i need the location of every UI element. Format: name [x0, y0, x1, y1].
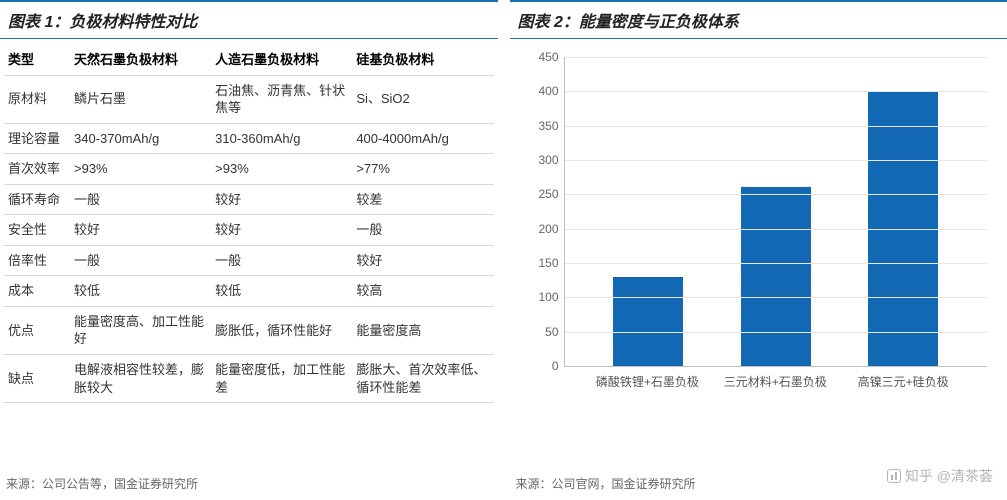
ytick-label: 0: [529, 359, 559, 373]
table-cell: 一般: [352, 215, 493, 246]
xtick-label: 高镍三元+硅负极: [839, 373, 967, 390]
row-label: 优点: [4, 306, 70, 354]
table-cell: 电解液相容性较差，膨胀较大: [70, 355, 211, 403]
row-label: 安全性: [4, 215, 70, 246]
table-cell: 能量密度高、加工性能好: [70, 306, 211, 354]
bar-slot: [585, 57, 713, 366]
row-label: 缺点: [4, 355, 70, 403]
gridline: [565, 91, 988, 92]
ytick-label: 200: [529, 222, 559, 236]
table-cell: 较低: [211, 276, 352, 307]
table-cell: 较好: [211, 184, 352, 215]
col-header-type: 类型: [4, 45, 70, 75]
col-header-artificial: 人造石墨负极材料: [211, 45, 352, 75]
table-cell: >93%: [70, 154, 211, 185]
chart-bars: [565, 57, 988, 366]
table-wrap: 类型 天然石墨负极材料 人造石墨负极材料 硅基负极材料 原材料鳞片石墨石油焦、沥…: [0, 39, 498, 471]
row-label: 原材料: [4, 75, 70, 123]
bar-slot: [712, 57, 840, 366]
table-cell: 石油焦、沥青焦、针状焦等: [211, 75, 352, 123]
table-title: 图表 1：负极材料特性对比: [0, 0, 498, 39]
anode-comparison-table: 类型 天然石墨负极材料 人造石墨负极材料 硅基负极材料 原材料鳞片石墨石油焦、沥…: [4, 45, 494, 403]
row-label: 循环寿命: [4, 184, 70, 215]
gridline: [565, 263, 988, 264]
row-label: 倍率性: [4, 245, 70, 276]
chart-xlabels: 磷酸铁锂+石墨负极三元材料+石墨负极高镍三元+硅负极: [564, 367, 988, 390]
ytick-label: 150: [529, 256, 559, 270]
table-cell: 340-370mAh/g: [70, 123, 211, 154]
table-cell: 较高: [352, 276, 493, 307]
chart-source: 来源：公司官网，国金证券研究所: [510, 471, 1007, 494]
table-cell: >93%: [211, 154, 352, 185]
table-cell: 较好: [211, 215, 352, 246]
table-cell: 鳞片石墨: [70, 75, 211, 123]
panel-chart: 图表 2：能量密度与正负极体系 050100150200250300350400…: [504, 0, 1007, 500]
table-row: 优点能量密度高、加工性能好膨胀低，循环性能好能量密度高: [4, 306, 494, 354]
panel-table: 图表 1：负极材料特性对比 类型 天然石墨负极材料 人造石墨负极材料 硅基负极材…: [0, 0, 504, 500]
chart-area: 050100150200250300350400450 磷酸铁锂+石墨负极三元材…: [510, 39, 1007, 471]
col-header-silicon: 硅基负极材料: [352, 45, 493, 75]
table-cell: 一般: [70, 184, 211, 215]
table-row: 缺点电解液相容性较差，膨胀较大能量密度低，加工性能差膨胀大、首次效率低、循环性能…: [4, 355, 494, 403]
xtick-label: 磷酸铁锂+石墨负极: [584, 373, 712, 390]
table-cell: 一般: [70, 245, 211, 276]
table-cell: 400-4000mAh/g: [352, 123, 493, 154]
bar: [613, 277, 683, 366]
gridline: [565, 194, 988, 195]
row-label: 首次效率: [4, 154, 70, 185]
ytick-label: 450: [529, 50, 559, 64]
table-row: 首次效率>93%>93%>77%: [4, 154, 494, 185]
table-source: 来源：公司公告等，国金证券研究所: [0, 471, 498, 494]
table-cell: 一般: [211, 245, 352, 276]
xtick-label: 三元材料+石墨负极: [711, 373, 839, 390]
chart-plot: 050100150200250300350400450: [564, 57, 988, 367]
gridline: [565, 126, 988, 127]
ytick-label: 50: [529, 325, 559, 339]
ytick-label: 100: [529, 290, 559, 304]
table-cell: 能量密度低，加工性能差: [211, 355, 352, 403]
table-cell: 较低: [70, 276, 211, 307]
bar-slot: [840, 57, 968, 366]
table-cell: >77%: [352, 154, 493, 185]
gridline: [565, 229, 988, 230]
ytick-label: 400: [529, 84, 559, 98]
row-label: 成本: [4, 276, 70, 307]
gridline: [565, 160, 988, 161]
row-label: 理论容量: [4, 123, 70, 154]
ytick-label: 300: [529, 153, 559, 167]
gridline: [565, 332, 988, 333]
table-cell: 膨胀低，循环性能好: [211, 306, 352, 354]
table-row: 成本较低较低较高: [4, 276, 494, 307]
table-cell: 310-360mAh/g: [211, 123, 352, 154]
table-cell: 较差: [352, 184, 493, 215]
table-row: 安全性较好较好一般: [4, 215, 494, 246]
table-cell: 能量密度高: [352, 306, 493, 354]
table-row: 循环寿命一般较好较差: [4, 184, 494, 215]
gridline: [565, 57, 988, 58]
table-cell: Si、SiO2: [352, 75, 493, 123]
table-cell: 膨胀大、首次效率低、循环性能差: [352, 355, 493, 403]
table-row: 原材料鳞片石墨石油焦、沥青焦、针状焦等Si、SiO2: [4, 75, 494, 123]
ytick-label: 250: [529, 187, 559, 201]
table-header-row: 类型 天然石墨负极材料 人造石墨负极材料 硅基负极材料: [4, 45, 494, 75]
col-header-natural: 天然石墨负极材料: [70, 45, 211, 75]
bar: [741, 187, 811, 366]
chart-title: 图表 2：能量密度与正负极体系: [510, 0, 1007, 39]
gridline: [565, 297, 988, 298]
ytick-label: 350: [529, 119, 559, 133]
table-row: 倍率性一般一般较好: [4, 245, 494, 276]
table-row: 理论容量340-370mAh/g310-360mAh/g400-4000mAh/…: [4, 123, 494, 154]
table-cell: 较好: [352, 245, 493, 276]
table-cell: 较好: [70, 215, 211, 246]
